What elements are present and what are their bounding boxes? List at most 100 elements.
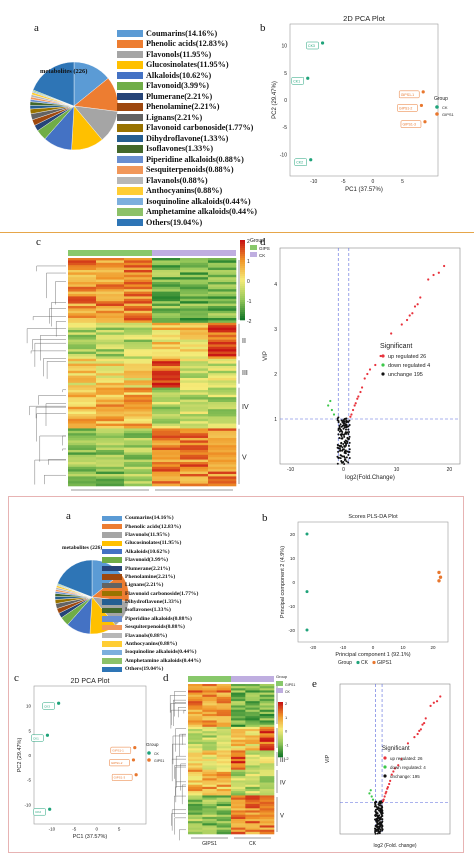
- point-unchanged: [342, 419, 345, 422]
- heatmap-cell: [259, 711, 275, 715]
- heatmap-cell: [208, 421, 237, 424]
- heatmap-cell: [152, 474, 181, 477]
- heatmap-cell: [68, 464, 97, 468]
- heatmap-cell: [180, 428, 209, 432]
- heatmap-cell: [124, 426, 153, 429]
- heatmap-cell: [124, 433, 153, 436]
- heatmap-cell: [152, 430, 181, 434]
- scale-band: [278, 739, 283, 741]
- heatmap-cell: [245, 774, 260, 777]
- heatmap-cell: [188, 739, 203, 743]
- heatmap-cell: [124, 282, 153, 285]
- column-label: GIPS1: [202, 841, 217, 847]
- heatmap-cell: [96, 373, 125, 376]
- heatmap-cell: [245, 754, 260, 758]
- point-down: [332, 413, 336, 416]
- heatmap-cell: [124, 301, 153, 304]
- panel-label-c: c: [36, 236, 41, 248]
- heatmap-cell: [96, 296, 125, 300]
- scale-band: [278, 703, 283, 706]
- point-unchanged: [348, 456, 351, 459]
- heatmap-cell: [96, 428, 125, 432]
- heatmap-cell: [96, 457, 125, 460]
- heatmap-cell: [216, 688, 232, 691]
- heatmap-cell: [208, 385, 237, 388]
- heatmap-cell: [124, 346, 153, 350]
- heatmap-cell: [188, 804, 203, 807]
- point-unchanged: [344, 441, 347, 444]
- heatmap-cell: [180, 462, 209, 465]
- heatmap-cell: [180, 313, 209, 316]
- scale-tick: 0: [247, 279, 250, 285]
- heatmap-cell: [152, 267, 181, 271]
- heatmap-cell: [152, 373, 181, 376]
- heatmap-cell: [231, 748, 246, 751]
- heatmap-cell: [208, 370, 237, 374]
- point-up: [427, 278, 430, 281]
- heatmap-cell: [180, 272, 209, 276]
- heatmap-cell: [68, 478, 97, 482]
- heatmap-cell: [245, 716, 260, 719]
- legend-swatch: [102, 532, 122, 538]
- point-label-box: [400, 120, 422, 128]
- legend-label: down regulated 4: [388, 363, 430, 369]
- legend-label: Piperidine alkaloids(0.88%): [146, 154, 244, 164]
- legend-swatch: [102, 582, 122, 589]
- heatmap-cell: [216, 827, 232, 831]
- scale-band: [240, 276, 245, 279]
- heatmap-cell: [202, 814, 217, 818]
- scale-tick: 0: [285, 729, 288, 734]
- legend-item: Isoquinoline alkaloids(0.44%): [117, 196, 257, 207]
- heatmap-cell: [68, 476, 97, 480]
- heatmap-cell: [96, 378, 125, 381]
- heatmap-cell: [152, 409, 181, 412]
- plsda-title: Scores PLS-DA Plot: [348, 514, 398, 520]
- heatmap-cell: [202, 784, 217, 788]
- heatmap-cell: [180, 373, 209, 376]
- heatmap-cell: [180, 433, 209, 436]
- legend-item: Phenolamine(2.21%): [102, 573, 201, 581]
- heatmap-cell: [68, 445, 97, 448]
- heatmap-cell: [188, 771, 203, 775]
- legend-swatch: [117, 50, 143, 58]
- point-unchanged: [340, 442, 343, 445]
- point-unchanged: [343, 426, 346, 429]
- heatmap-cell: [68, 282, 97, 285]
- heatmap-cell: [96, 327, 125, 331]
- heatmap-cell: [68, 370, 97, 374]
- heatmap-cell: [216, 731, 232, 734]
- heatmap-cell: [208, 435, 237, 439]
- plot-frame: [33, 685, 147, 825]
- scale-band: [278, 744, 283, 747]
- heatmap-cell: [68, 426, 97, 429]
- scale-band: [278, 721, 283, 723]
- plot-frame: [297, 521, 449, 643]
- heatmap-cell: [188, 776, 203, 779]
- heatmap-cell: [216, 771, 232, 775]
- pie-center-label-2: metabolites (226): [62, 545, 103, 551]
- heatmap-cell: [68, 277, 97, 280]
- legend-label: Flavanols(0.88%): [125, 632, 168, 639]
- point-up: [418, 729, 421, 732]
- legend-item: Dihydroflavone(1.33%): [102, 598, 201, 606]
- heatmap-cell: [231, 780, 246, 783]
- heatmap-cell: [245, 804, 260, 807]
- heatmap-cell: [231, 705, 246, 708]
- heatmap-cell: [259, 786, 275, 790]
- point-up: [400, 757, 403, 761]
- heatmap-cell: [208, 476, 237, 480]
- point-unchanged: [336, 443, 339, 446]
- point-unchanged: [345, 417, 348, 420]
- heatmap-cell: [124, 327, 153, 331]
- heatmap-cell: [259, 767, 275, 771]
- figure-top: a metabolites (226) Coumarins(14.16%) Phe…: [0, 14, 474, 491]
- heatmap-cell: [152, 469, 181, 472]
- y-tick-label: 4: [274, 282, 277, 288]
- heatmap-cell: [96, 279, 125, 283]
- heatmap-cell: [208, 310, 237, 314]
- heatmap-cell: [259, 797, 275, 801]
- legend-item: Anthocyanins(0.88%): [117, 186, 257, 197]
- group-bar: [231, 676, 274, 682]
- heatmap-cell: [124, 387, 153, 391]
- heatmap-cell: [208, 378, 237, 381]
